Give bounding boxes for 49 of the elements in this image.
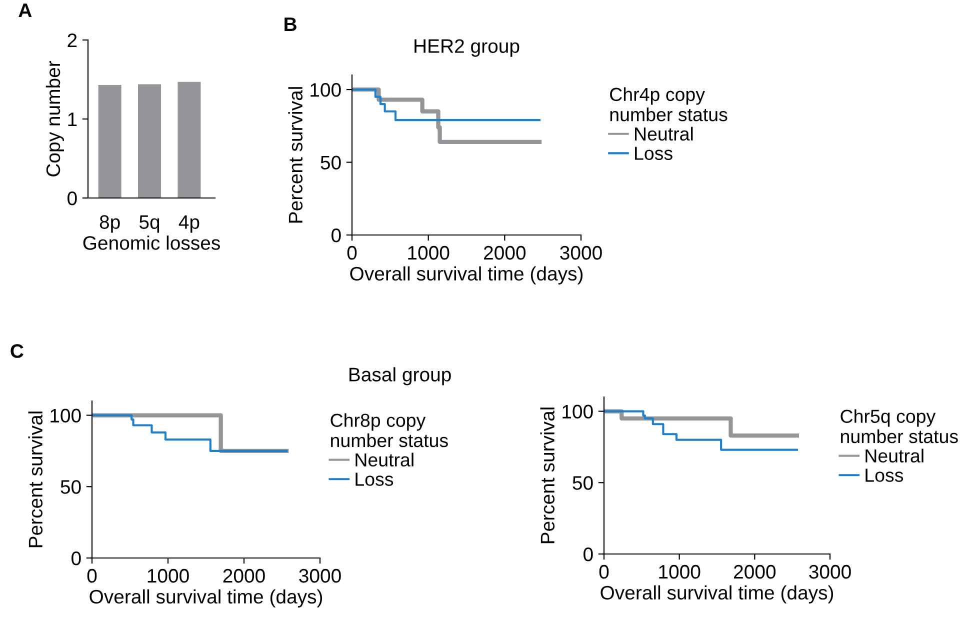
chart-title: HER2 group [414,39,520,57]
x-axis-title: Overall survival time (days) [90,589,322,608]
legend-title: Chr4p copy number status [610,87,728,122]
y-tick-label: 100 [562,404,593,419]
x-tick-label: 8p [100,215,120,233]
x-tick-label: 3000 [299,568,341,583]
x-tick-label: 5q [139,215,160,233]
x-axis-title: Overall survival time (days) [600,585,834,604]
y-tick-label: 50 [60,480,81,494]
y-tick-label: 100 [50,408,81,423]
legend-label: Neutral [866,448,924,463]
legend-label: Neutral [356,452,414,467]
x-tick-label: 3000 [809,564,851,579]
legend-label: Neutral [635,126,693,141]
y-axis-title: Percent survival [288,87,303,223]
legend-label: Loss [356,472,394,486]
y-axis-title: Percent survival [540,408,555,544]
x-tick-label: 0 [347,246,357,260]
text: A [18,4,32,18]
y-tick-label: 0 [332,228,341,242]
legend-label: Loss [635,146,672,160]
legend-label: Loss [866,468,904,482]
y-axis-title: Percent survival [28,412,43,548]
legend-title: Chr8p copy number status [330,413,448,448]
legend-title: Chr5q copy number status [840,409,958,444]
x-tick-label: 2000 [484,246,526,260]
x-tick-label: 1000 [148,568,189,583]
x-tick-label: 2000 [734,564,776,579]
x-axis-title: Overall survival time (days) [350,266,583,284]
x-tick-label: 1000 [408,246,450,260]
y-tick-label: 0 [72,551,81,566]
x-axis-title: Genomic losses [83,236,220,250]
x-tick-label: 4p [178,215,200,233]
y-tick-label: 2 [68,33,77,48]
y-tick-label: 100 [310,83,341,97]
x-tick-label: 0 [599,564,609,579]
text: Basal group [350,367,451,386]
x-tick-label: 0 [87,568,97,583]
x-tick-label: 3000 [560,246,602,260]
y-tick-label: 1 [68,112,77,126]
y-tick-label: 0 [68,191,77,206]
y-tick-label: 50 [320,156,341,170]
x-tick-label: 1000 [659,564,700,579]
text: C [10,344,24,358]
y-tick-label: 50 [572,476,593,490]
y-axis-title: Copy number [46,60,64,176]
x-tick-label: 2000 [223,568,265,583]
text: B [284,18,296,31]
y-tick-label: 0 [584,547,593,562]
